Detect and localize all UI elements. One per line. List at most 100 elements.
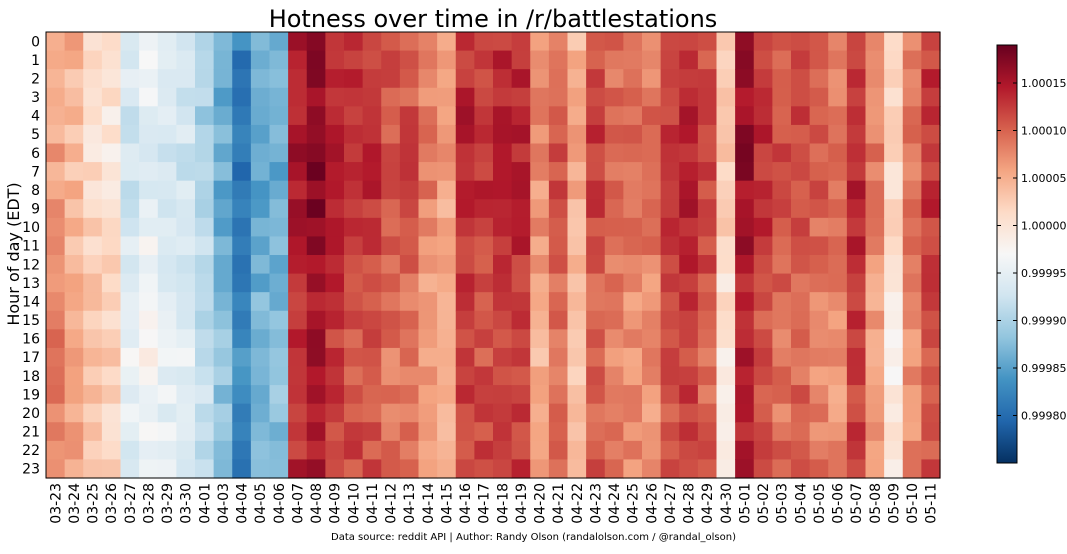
heatmap-cell [64,143,84,163]
heatmap-cell [288,162,308,182]
y-tick-label: 15 [22,313,40,329]
heatmap-cell [828,310,848,330]
heatmap-cell [325,69,345,89]
heatmap-cell [195,199,215,219]
y-tick-label: 22 [22,443,40,459]
heatmap-cell [437,199,457,219]
heatmap-cell [344,217,364,238]
heatmap-cell [530,459,550,479]
heatmap-cell [269,143,289,163]
heatmap-cell [791,459,811,479]
heatmap-cell [157,440,177,461]
heatmap-cell [120,366,140,386]
heatmap-cell [865,180,885,200]
heatmap-cell [176,199,196,219]
heatmap-cell [46,180,66,200]
heatmap-cell [902,310,922,330]
heatmap-cell [101,106,122,126]
heatmap-cell [567,106,587,126]
heatmap-cell [46,162,66,182]
heatmap-cell [64,69,84,89]
heatmap-cell [716,32,736,52]
colorbar-tick-label: 1.00000 [1021,220,1067,233]
heatmap-cell [586,440,606,461]
heatmap-cell [828,422,848,442]
colorbar-tick-label: 1.00015 [1021,77,1067,90]
heatmap-cell [455,310,475,330]
y-tick-label: 19 [22,387,40,403]
heatmap-cell [884,403,904,423]
colorbar-tick-label: 0.99985 [1021,362,1067,375]
heatmap-cell [344,292,364,312]
heatmap-cell [455,87,475,107]
heatmap-cell [865,255,885,275]
heatmap-cell [530,329,550,349]
heatmap-cell [530,310,550,330]
x-tick-labels: 03-23 03-24 03-25 03-26 03-27 03-28 03-29 03-30… [48,483,939,524]
x-tick-label: 04-06 [272,483,288,524]
heatmap-cell [46,106,66,126]
heatmap-cell [269,50,289,70]
heatmap-cell [791,87,811,107]
heatmap-cell [809,87,829,107]
heatmap-cell [828,217,848,238]
heatmap-cell [567,236,587,256]
heatmap-cell [101,440,122,461]
heatmap-cell [735,143,755,163]
heatmap-cell [511,366,531,386]
heatmap-cell [586,422,606,442]
heatmap-cell [83,385,103,405]
heatmap-cell [865,273,885,293]
heatmap-cell [884,385,904,405]
heatmap-cell [474,162,494,182]
heatmap-cell [232,310,252,330]
heatmap-cell [679,310,699,330]
heatmap-cell [269,236,289,256]
heatmap-cell [493,143,513,163]
heatmap-cell [567,459,587,479]
heatmap-cell [64,347,84,368]
heatmap-cell [548,199,569,219]
heatmap-cell [325,162,345,182]
heatmap-cell [567,199,587,219]
heatmap-cell [139,366,159,386]
heatmap-cell [828,292,848,312]
heatmap-cell [269,292,289,312]
x-tick-label: 04-23 [588,483,604,524]
heatmap-cell [474,422,494,442]
heatmap-cell [511,403,531,423]
heatmap-cell [381,366,401,386]
heatmap-cell [195,180,215,200]
heatmap-cell [902,236,922,256]
heatmap-cell [474,273,494,293]
heatmap-cell [381,199,401,219]
heatmap-cell [604,422,624,442]
heatmap-cell [344,180,364,200]
heatmap-cell [884,347,904,368]
heatmap-cell [306,217,326,238]
heatmap-cell [623,32,643,52]
heatmap-cell [325,199,345,219]
heatmap-cell [530,347,550,368]
heatmap-cell [753,385,773,405]
heatmap-cell [753,422,773,442]
heatmap-cell [921,217,941,238]
heatmap-cell [660,255,680,275]
heatmap-cell [493,403,513,423]
heatmap-cell [83,124,103,145]
heatmap-cell [716,366,736,386]
heatmap-cell [697,162,718,182]
heatmap-cell [828,180,848,200]
heatmap-cell [101,143,122,163]
heatmap-cell [511,162,531,182]
heatmap-cell [418,180,438,200]
heatmap-cell [660,329,680,349]
heatmap-cell [697,329,718,349]
heatmap-cell [101,292,122,312]
heatmap-cell [83,273,103,293]
heatmap-cell [567,217,587,238]
heatmap-cell [921,69,941,89]
heatmap-cell [902,32,922,52]
heatmap-cell [157,162,177,182]
heatmap-cell [493,124,513,145]
